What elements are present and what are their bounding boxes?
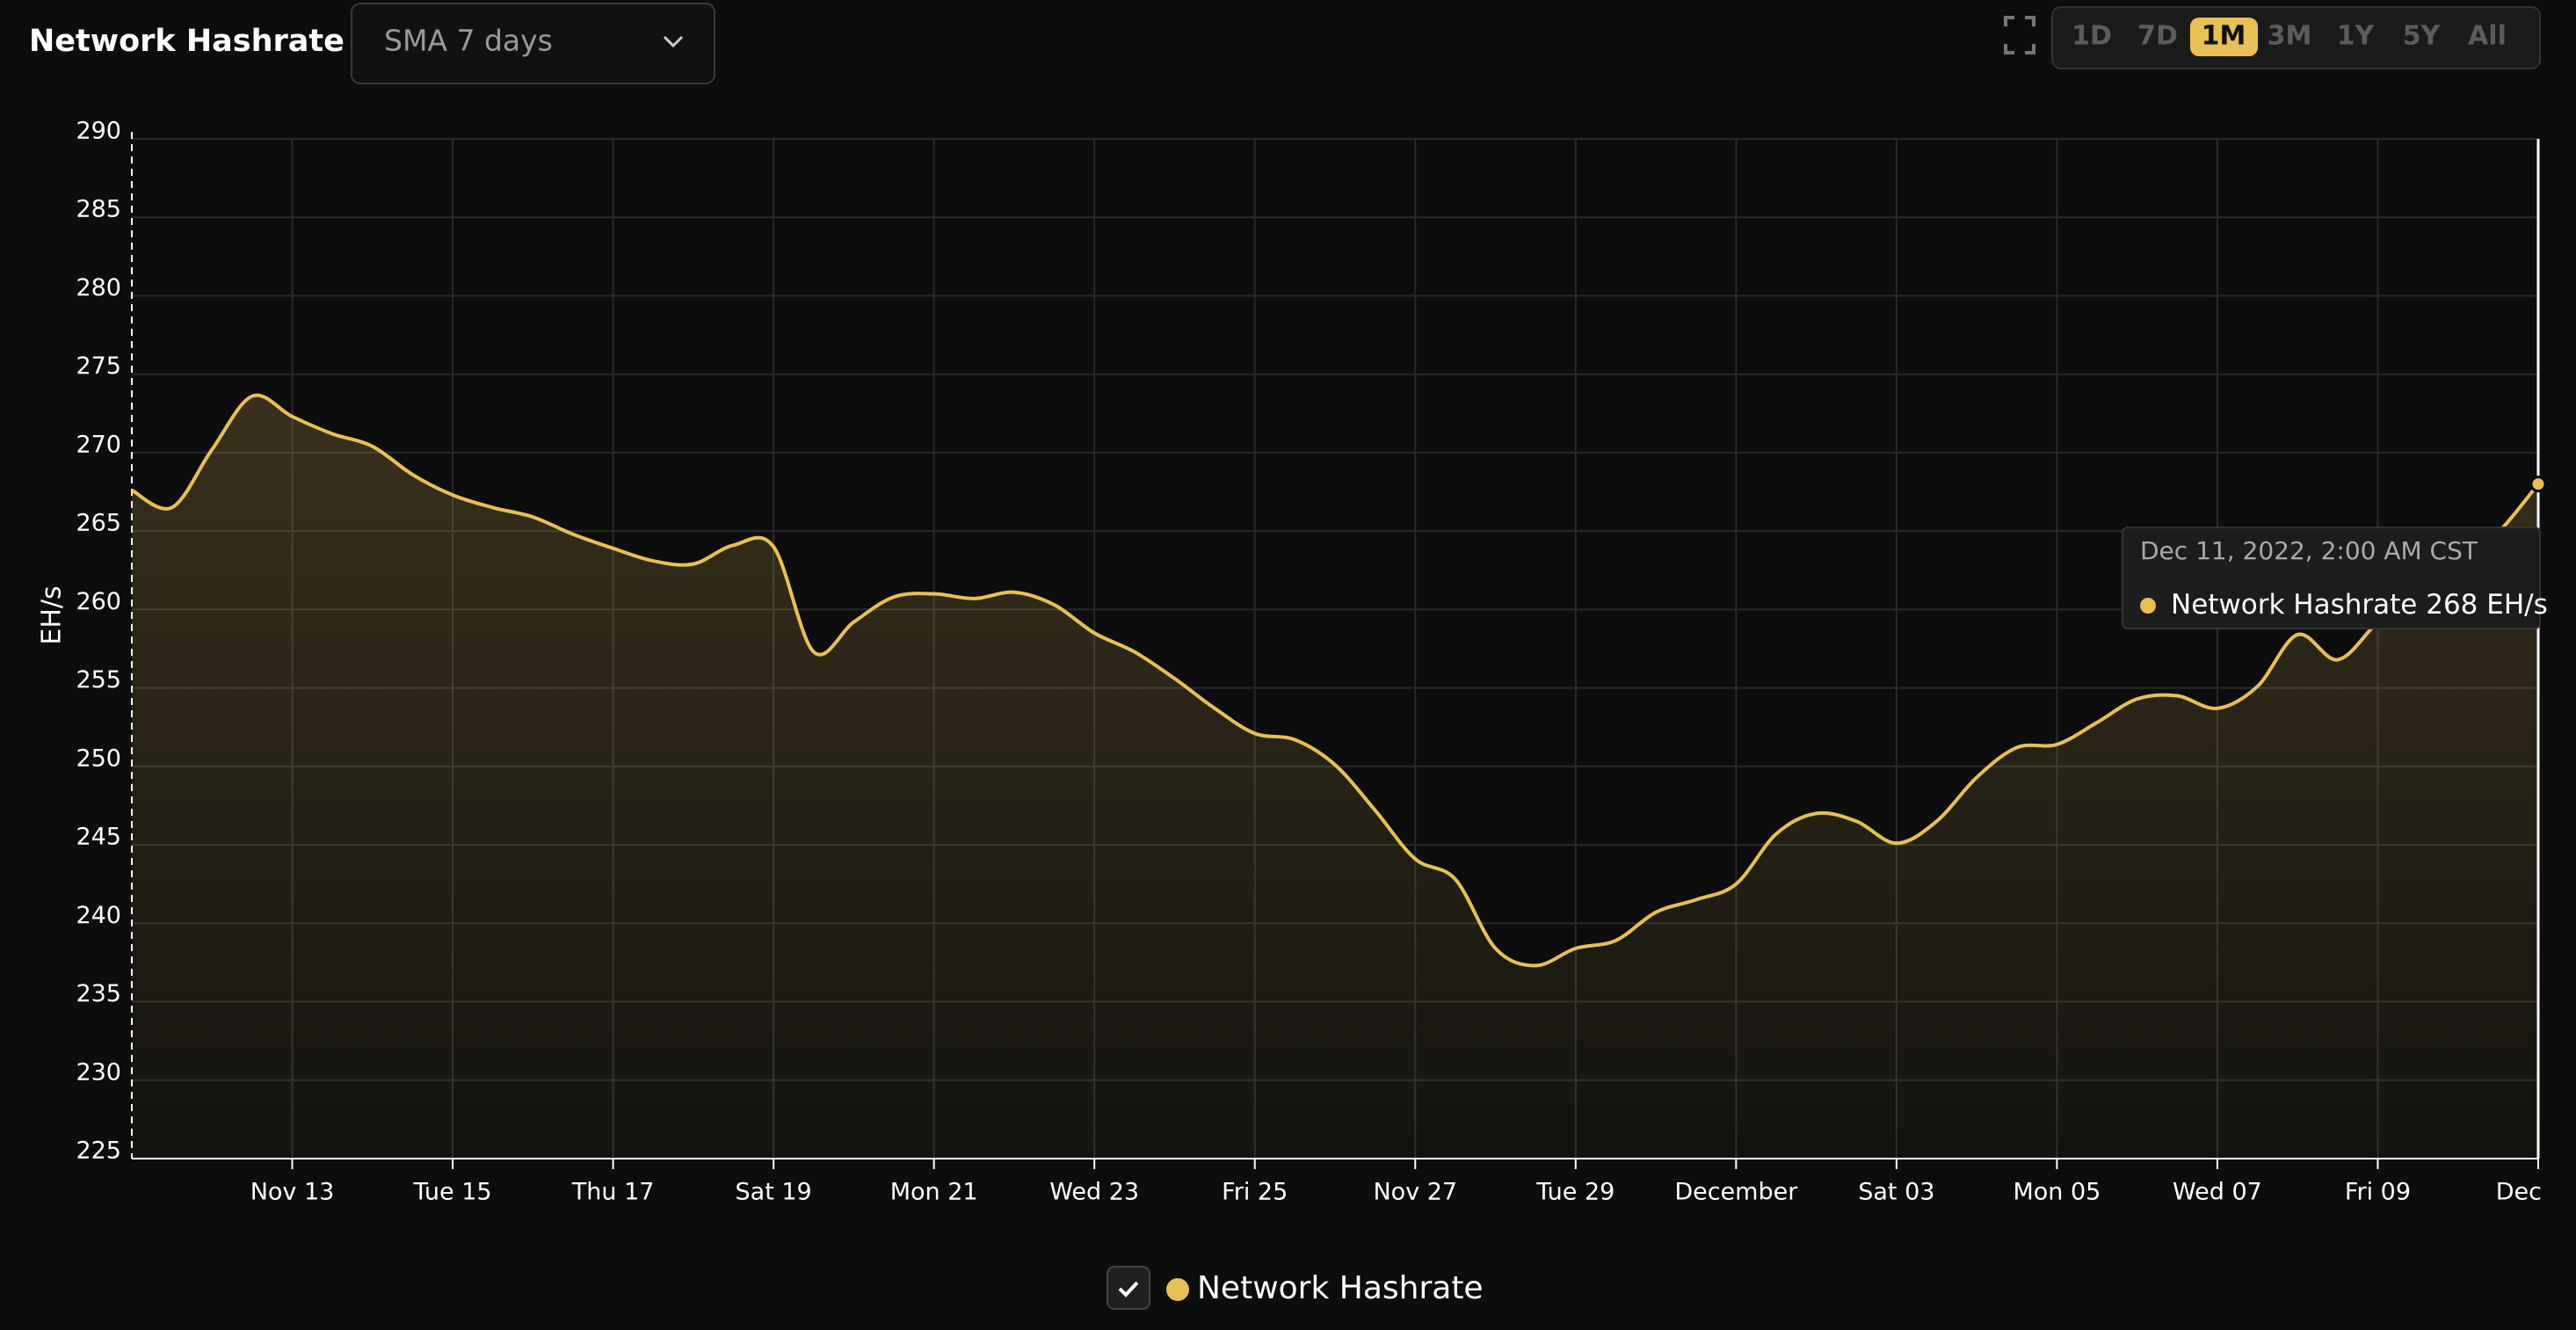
y-tick-label: 245 [76, 824, 121, 851]
y-tick-label: 285 [76, 196, 121, 223]
tooltip-value-label: 268 EH/s [2426, 589, 2548, 621]
select-text: SMA 7 days [384, 24, 553, 58]
legend-checkbox[interactable] [1107, 1266, 1150, 1310]
check-icon [1118, 1281, 1139, 1297]
x-tick-label: Wed 07 [2173, 1179, 2262, 1206]
range-button[interactable]: 1Y [2337, 21, 2376, 52]
range-button[interactable]: All [2468, 21, 2507, 52]
y-tick-label: 290 [76, 118, 121, 145]
x-tick-label: Sat 19 [736, 1179, 812, 1206]
x-tick-label: Sat 03 [1858, 1179, 1934, 1206]
tooltip [2122, 527, 2541, 629]
tooltip-title: Dec 11, 2022, 2:00 AM CST [2140, 536, 2478, 565]
y-tick-label: 250 [76, 745, 121, 772]
x-tick-label: Fri 09 [2345, 1179, 2411, 1206]
y-tick-label: 265 [76, 510, 121, 537]
y-tick-label: 260 [76, 588, 121, 615]
x-tick-label: Tue 29 [1535, 1179, 1615, 1206]
x-tick-label: Nov 13 [250, 1179, 335, 1206]
y-tick-label: 235 [76, 980, 121, 1007]
range-active-bg [2190, 18, 2258, 56]
y-tick-label: 240 [76, 902, 121, 929]
y-tick-label: 280 [76, 274, 121, 302]
x-tick-label: December [1674, 1179, 1798, 1206]
tooltip-dot [2140, 598, 2156, 614]
tooltip-series: Network Hashrate [2171, 589, 2417, 621]
page-title: Network Hashrate [29, 24, 345, 59]
legend-label[interactable]: Network Hashrate [1197, 1270, 1484, 1306]
legend-dot [1166, 1278, 1189, 1301]
tooltip-value: Network Hashrate 268 EH/s [2171, 589, 2548, 621]
sma-select[interactable] [351, 3, 715, 84]
x-tick-label: Thu 17 [571, 1179, 655, 1206]
fullscreen-icon[interactable] [2004, 16, 2035, 55]
y-tick-label: 270 [76, 431, 121, 458]
range-button[interactable]: 1M [2202, 21, 2246, 52]
x-tick-label: Fri 25 [1222, 1179, 1288, 1206]
range-button[interactable]: 1D [2072, 21, 2112, 52]
range-button[interactable]: 5Y [2403, 21, 2442, 52]
x-tick-label: Nov 27 [1373, 1179, 1457, 1206]
y-tick-label: 225 [76, 1137, 121, 1165]
range-group [2051, 6, 2541, 69]
y-tick-label: 230 [76, 1058, 121, 1086]
x-tick-label: Mon 05 [2013, 1179, 2101, 1206]
x-tick-label: Tue 15 [413, 1179, 492, 1206]
area [132, 395, 2538, 1159]
y-axis-label: EH/s [37, 585, 68, 644]
x-tick-label: Dec [2496, 1179, 2542, 1206]
hover-point [2529, 476, 2547, 493]
y-tick-label: 255 [76, 666, 121, 694]
x-tick-label: Wed 23 [1049, 1179, 1139, 1206]
chevron [663, 35, 684, 48]
range-button[interactable]: 7D [2137, 21, 2178, 52]
x-tick-label: Mon 21 [890, 1179, 978, 1206]
y-tick-label: 275 [76, 352, 121, 380]
range-button[interactable]: 3M [2268, 21, 2312, 52]
line [130, 393, 2540, 968]
